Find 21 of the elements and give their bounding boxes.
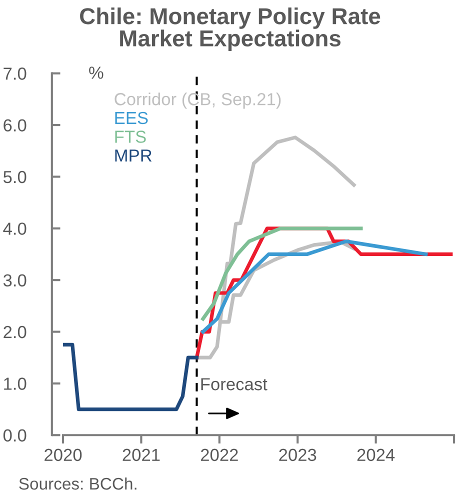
y-tick-label: 6.0: [4, 119, 26, 132]
text: MPR: [115, 150, 152, 162]
y-tick-label: 5.0: [3, 170, 26, 184]
chart-title: Chile: Monetary Policy Rate Market Expectations: [80, 7, 380, 52]
x-tick-label: 2020: [44, 448, 82, 462]
text: EES: [115, 112, 148, 124]
x-tick-label: 2021: [122, 448, 160, 462]
y-tick-label: 3.0: [3, 274, 26, 287]
x-tick-label: 2023: [279, 448, 316, 462]
x-tick-label: 2024: [357, 448, 395, 462]
y-tick-label: 7.0: [4, 68, 26, 80]
annotation: Forecast: [201, 378, 268, 390]
source-note: Sources: BCCh.: [19, 477, 136, 490]
y-tick-label: 4.0: [3, 222, 26, 235]
y-tick-label: 0.0: [3, 429, 26, 442]
y-tick-label: 2.0: [4, 326, 26, 338]
y-tick-label: 1.0: [4, 378, 26, 390]
x-tick-label: 2022: [200, 448, 238, 462]
y-axis-title: %: [89, 66, 104, 79]
text: FTS: [115, 130, 146, 143]
series-label: Corridor (CB, Sep.21): [114, 92, 281, 109]
